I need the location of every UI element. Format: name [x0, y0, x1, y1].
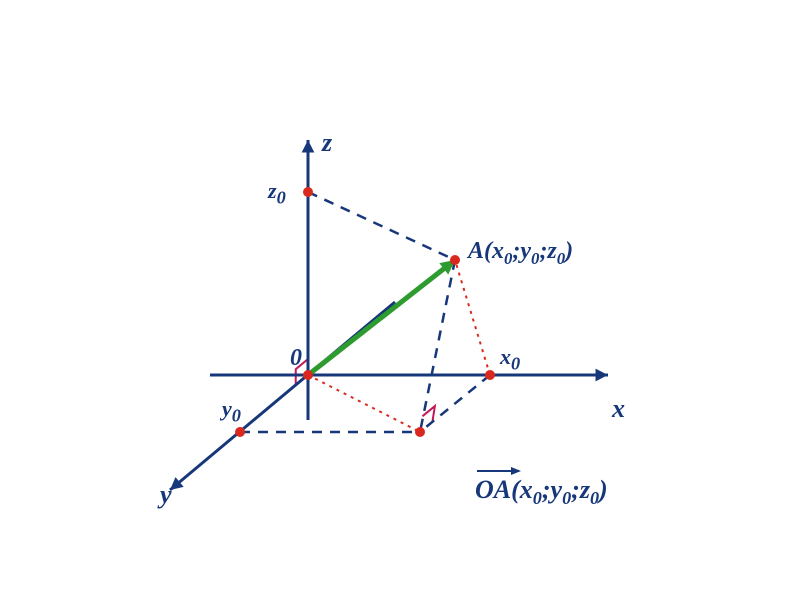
axis-label-z: z: [322, 128, 332, 158]
diagram-stage: x y z 0 x0 y0 z0 A(x0;y0;z0) OA(x0;y0;z0…: [0, 0, 800, 600]
tick-label-y0: y0: [222, 396, 241, 426]
origin-label: 0: [290, 345, 302, 372]
tick-label-x0: x0: [500, 344, 520, 374]
point-A-label: A(x0;y0;z0): [468, 238, 573, 269]
axis-label-y: y: [160, 480, 172, 510]
tick-label-z0: z0: [268, 178, 286, 208]
vector-OA-label: OA(x0;y0;z0): [475, 475, 608, 509]
diagram-svg: [0, 0, 800, 600]
vector-overarrow-icon: [477, 470, 519, 472]
axis-label-x: x: [612, 394, 625, 424]
